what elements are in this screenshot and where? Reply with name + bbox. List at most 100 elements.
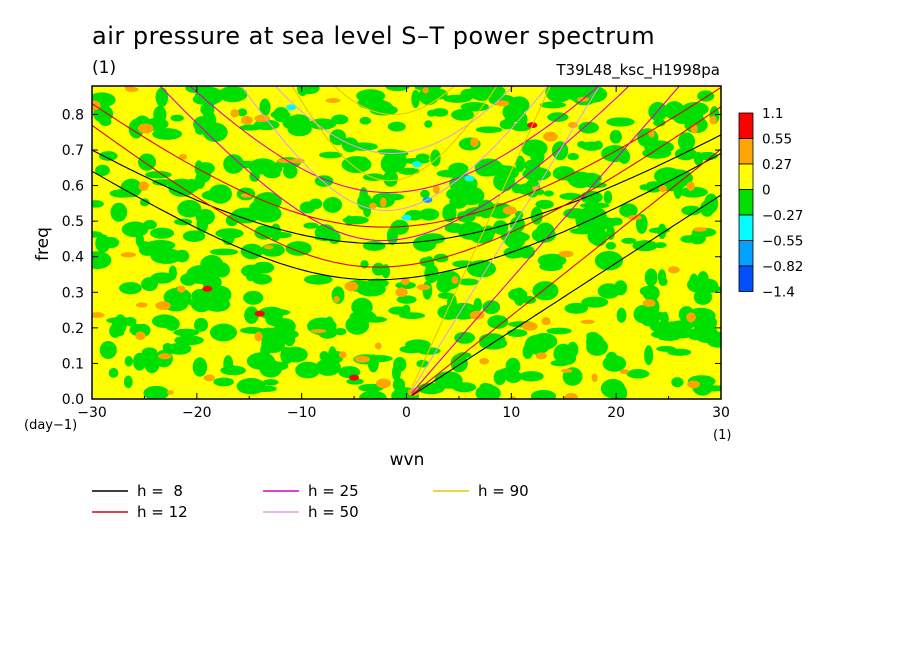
field-patch-negative bbox=[166, 342, 192, 355]
field-patch-positive bbox=[264, 245, 274, 250]
field-patch-negative bbox=[395, 281, 416, 290]
y-tick-label: 0.0 bbox=[62, 392, 84, 408]
field-patch-negative bbox=[504, 115, 519, 123]
field-patch-negative bbox=[282, 346, 308, 363]
dispersion-curve-8-2 bbox=[92, 134, 721, 245]
y-tick-label: 0.4 bbox=[62, 250, 84, 266]
field-patch-negative bbox=[436, 278, 453, 293]
field-patch-negative bbox=[656, 345, 676, 352]
field-patch-negative bbox=[418, 208, 440, 221]
field-patch-negative bbox=[109, 189, 136, 198]
field-patch-negative bbox=[270, 110, 291, 119]
field-patch-negative bbox=[95, 164, 110, 177]
field-patch-negative bbox=[345, 315, 370, 335]
colorbar-label: 0.27 bbox=[762, 157, 792, 173]
field-patch-negative bbox=[447, 373, 457, 389]
y-tick-label: 0.7 bbox=[62, 143, 84, 159]
field-patch-negative bbox=[323, 197, 343, 213]
field-patch-negative bbox=[297, 86, 309, 97]
colorbar-swatch bbox=[738, 112, 754, 139]
field-patch-negative bbox=[182, 230, 206, 242]
field-patch-negative bbox=[308, 118, 337, 130]
field-patch-negative bbox=[454, 331, 475, 344]
field-patch-negative bbox=[460, 102, 490, 112]
field-patch-negative bbox=[522, 344, 533, 360]
field-patch-positive bbox=[379, 197, 387, 208]
field-patch-negative bbox=[671, 377, 684, 388]
field-patch-negative bbox=[168, 180, 196, 197]
field-patch-negative bbox=[663, 169, 693, 187]
run-label: T39L48_ksc_H1998pa bbox=[556, 61, 720, 79]
field-patch-negative bbox=[359, 390, 387, 399]
field-patch-positive bbox=[166, 390, 174, 395]
field-patch-positive bbox=[333, 295, 340, 303]
x-tick-label: 30 bbox=[712, 405, 730, 421]
field-patch-negative bbox=[92, 251, 112, 270]
field-patch-negative bbox=[705, 331, 721, 348]
field-patch-negative bbox=[240, 243, 264, 260]
x-axis-label: wvn bbox=[390, 450, 425, 470]
field-patch-negative bbox=[451, 109, 475, 121]
field-patch-negative bbox=[244, 306, 259, 324]
field-patch-positive bbox=[687, 380, 700, 389]
field-patch-negative bbox=[606, 117, 635, 127]
field-patch-negative bbox=[173, 328, 200, 337]
field-patch-negative bbox=[518, 245, 535, 259]
field-patch-negative bbox=[174, 249, 190, 263]
field-patch-negative bbox=[92, 200, 104, 208]
field-patch-negative bbox=[299, 201, 316, 214]
field-patch-negative bbox=[95, 234, 111, 253]
field-patch-negative bbox=[351, 297, 373, 317]
field-patch-negative bbox=[195, 208, 215, 225]
field-patch-negative bbox=[345, 215, 354, 226]
field-patch-positive bbox=[125, 87, 139, 92]
colorbar: 1.1 0.55 0.27 0 −0.27 −0.55 −0.82 −1.4 bbox=[738, 106, 803, 301]
field-patch-negative bbox=[177, 199, 202, 218]
dispersion-curve-25-2 bbox=[189, 86, 600, 194]
x-tick-label: 0 bbox=[402, 405, 411, 421]
field-patch-negative bbox=[649, 321, 677, 333]
field-patch-negative bbox=[506, 329, 528, 338]
field-patch-negative bbox=[442, 203, 457, 223]
field-patch-positive bbox=[203, 374, 215, 382]
field-patch-negative bbox=[324, 316, 334, 330]
field-patch-positive bbox=[177, 285, 186, 293]
field-patch-negative bbox=[371, 262, 386, 276]
field-patch-negative bbox=[223, 355, 234, 373]
colorbar-label: −1.4 bbox=[762, 285, 795, 301]
field-patch-negative bbox=[388, 306, 410, 315]
field-patch-negative bbox=[209, 323, 238, 342]
field-patch-negative bbox=[213, 262, 230, 278]
field-patch-negative bbox=[319, 350, 330, 362]
field-patch-negative bbox=[353, 216, 363, 223]
field-patch-negative bbox=[426, 109, 437, 117]
field-patch-negative bbox=[609, 129, 622, 144]
field-patch-negative bbox=[194, 86, 224, 106]
field-patch-negative bbox=[260, 243, 285, 257]
field-patch-negative bbox=[577, 141, 587, 148]
field-patch-negative bbox=[697, 90, 715, 102]
field-patch-negative bbox=[143, 385, 170, 399]
colorbar-label: −0.55 bbox=[762, 234, 803, 250]
field-patch-negative bbox=[559, 192, 582, 200]
field-patch-positive bbox=[325, 98, 341, 103]
field-patch-negative bbox=[362, 240, 386, 251]
field-patch-positive bbox=[567, 121, 579, 129]
field-patch-negative bbox=[347, 142, 378, 151]
field-patch-negative bbox=[687, 328, 705, 341]
y-tick-label: 0.3 bbox=[62, 285, 84, 301]
field-patch-positive bbox=[92, 312, 105, 319]
field-patch-positive bbox=[422, 87, 429, 94]
field-patch-negative bbox=[358, 156, 369, 168]
field-patch-negative bbox=[605, 241, 617, 250]
field-patch-negative bbox=[415, 153, 430, 161]
field-patch-negative bbox=[422, 280, 433, 300]
field-patch-negative bbox=[674, 147, 697, 161]
field-patch-negative bbox=[367, 354, 379, 373]
field-patch-negative bbox=[139, 198, 150, 207]
dispersion-curve-12-0 bbox=[411, 148, 721, 396]
field-patch-negative bbox=[398, 167, 420, 175]
field-patch-positive bbox=[277, 158, 292, 164]
legend-label: h = 8 bbox=[137, 482, 183, 500]
field-patch-negative bbox=[168, 265, 177, 281]
